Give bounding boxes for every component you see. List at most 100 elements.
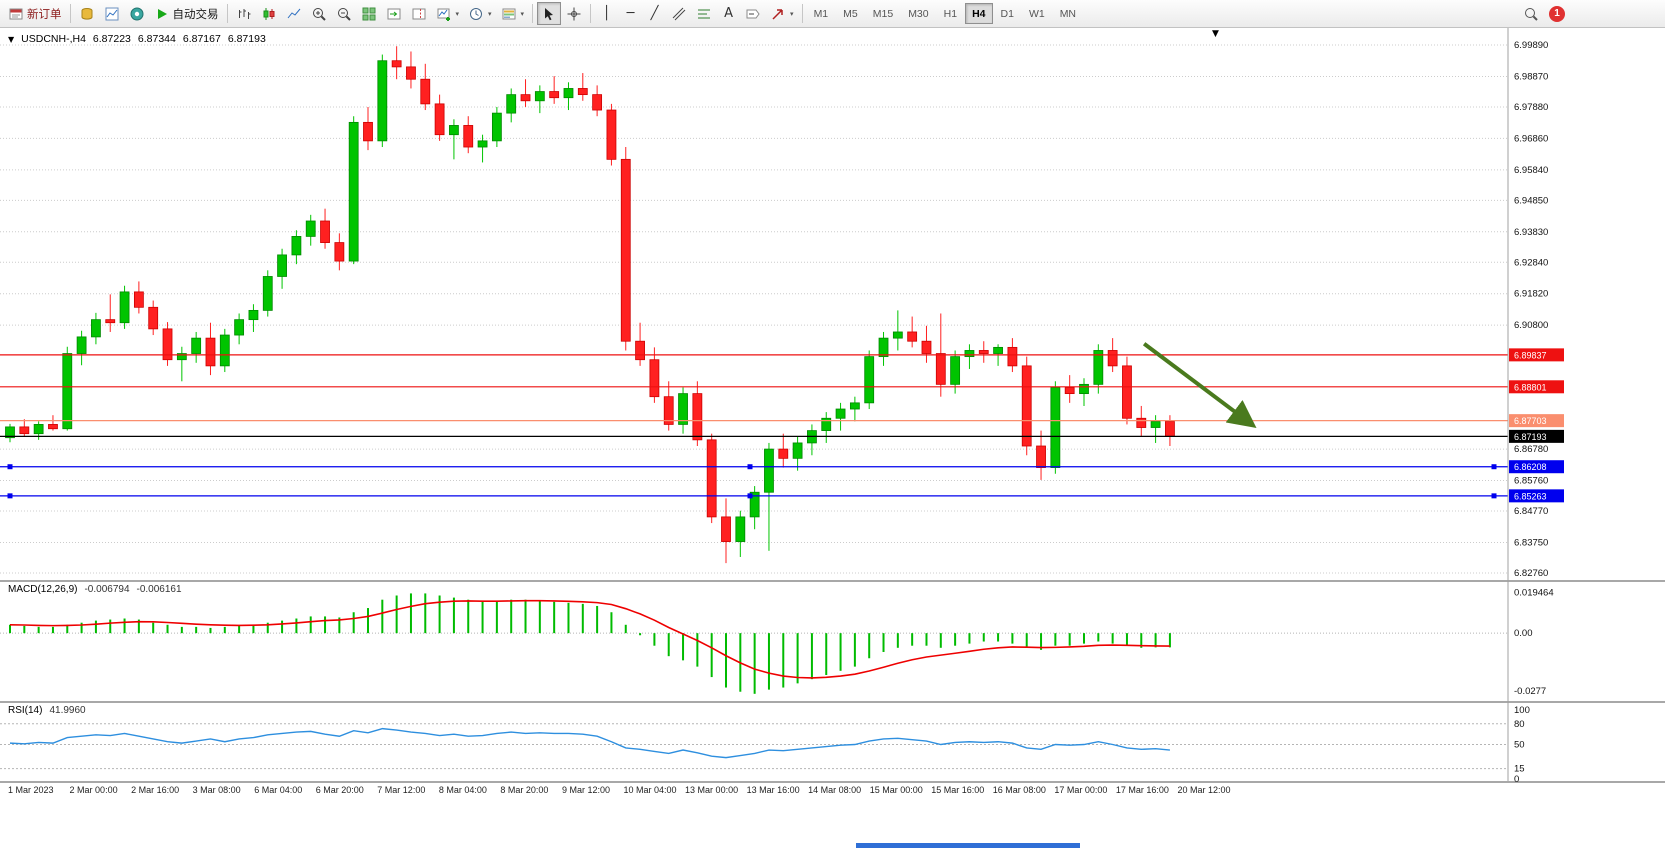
line-handle[interactable] <box>747 493 753 499</box>
line-handle[interactable] <box>7 493 13 499</box>
timeframe-h1-button[interactable]: H1 <box>937 3 964 24</box>
svg-text:6.86208: 6.86208 <box>1514 462 1547 472</box>
dropdown-caret-icon: ▾ <box>488 9 492 18</box>
svg-text:6.98870: 6.98870 <box>1514 71 1548 82</box>
candle <box>907 316 918 348</box>
trendline-button[interactable]: ╱ <box>643 2 666 25</box>
svg-text:0.00: 0.00 <box>1514 628 1533 639</box>
templates-icon <box>502 8 516 19</box>
svg-text:8 Mar 20:00: 8 Mar 20:00 <box>500 785 548 795</box>
panel-separator[interactable] <box>0 781 1665 783</box>
rsi-line <box>9 727 1170 759</box>
candlestick-chart-button[interactable] <box>257 2 281 25</box>
timeframe-w1-button[interactable]: W1 <box>1022 3 1052 24</box>
svg-text:14 Mar 08:00: 14 Mar 08:00 <box>808 785 861 795</box>
fibonacci-icon <box>698 9 711 18</box>
svg-text:6 Mar 04:00: 6 Mar 04:00 <box>254 785 302 795</box>
timeframe-m15-button[interactable]: M15 <box>866 3 900 24</box>
candle <box>864 350 875 410</box>
data-window-button[interactable] <box>100 2 124 25</box>
svg-text:20 Mar 12:00: 20 Mar 12:00 <box>1177 785 1230 795</box>
new-chart-button[interactable]: ▾ <box>432 2 464 25</box>
toolbar-separator <box>590 4 592 23</box>
dropdown-caret-icon: ▾ <box>520 9 525 18</box>
line-handle[interactable] <box>1491 493 1497 499</box>
chart-shift-marker[interactable]: ▼ <box>1212 29 1219 39</box>
candle <box>592 85 603 117</box>
main-toolbar: 新订单 自动交易 ▾ ▾ ▾ │ ─ ╱ A ▾ M1 M5 M15 M30 H… <box>0 0 1665 28</box>
candle <box>48 415 58 431</box>
new-order-button[interactable]: 新订单 <box>4 2 66 25</box>
timeframe-m30-button[interactable]: M30 <box>901 3 935 24</box>
equidistant-channel-button[interactable] <box>667 2 691 25</box>
horizontal-line-button[interactable]: ─ <box>619 2 642 25</box>
tile-windows-button[interactable] <box>357 2 381 25</box>
svg-text:6.87193: 6.87193 <box>1514 432 1547 442</box>
candle <box>1036 430 1046 480</box>
text-button[interactable]: A <box>717 2 740 25</box>
candle <box>549 76 560 104</box>
svg-text:8 Mar 04:00: 8 Mar 04:00 <box>439 785 487 795</box>
cursor-button[interactable] <box>537 2 562 25</box>
line-handle[interactable] <box>747 464 753 470</box>
timeframe-d1-button[interactable]: D1 <box>994 3 1021 24</box>
search-button[interactable] <box>1519 2 1543 25</box>
line-handle[interactable] <box>1491 464 1497 470</box>
bar-chart-button[interactable] <box>232 2 256 25</box>
auto-scroll-button[interactable] <box>382 2 406 25</box>
panel-separator[interactable] <box>0 580 1665 582</box>
chart-shift-button[interactable] <box>407 2 431 25</box>
crosshair-button[interactable] <box>562 2 586 25</box>
toolbar-separator <box>226 4 228 23</box>
candle <box>234 313 245 345</box>
navigator-button[interactable] <box>125 2 149 25</box>
candle <box>892 310 903 351</box>
line-chart-button[interactable] <box>282 2 306 25</box>
timeframe-m5-button[interactable]: M5 <box>836 3 865 24</box>
timeframe-mn-button[interactable]: MN <box>1053 3 1083 24</box>
autotrading-button[interactable]: 自动交易 <box>150 2 223 25</box>
fibonacci-button[interactable] <box>692 2 716 25</box>
svg-text:6.99890: 6.99890 <box>1514 40 1548 51</box>
text-label-button[interactable] <box>741 2 765 25</box>
low-value: 6.87167 <box>182 33 221 45</box>
zoom-out-button[interactable] <box>332 2 356 25</box>
periods-button[interactable]: ▾ <box>464 2 496 25</box>
svg-text:6.86780: 6.86780 <box>1514 444 1548 455</box>
bar-chart-icon <box>238 8 250 19</box>
candle <box>606 103 617 166</box>
one-click-trading-arrow-icon[interactable]: ▼ <box>8 34 15 44</box>
timeframe-h4-button[interactable]: H4 <box>965 3 993 24</box>
shapes-button[interactable]: ▾ <box>766 2 798 25</box>
zoom-in-button[interactable] <box>307 2 331 25</box>
candle <box>291 230 302 265</box>
candle <box>635 322 645 366</box>
chart-canvas[interactable]: 6.99890 6.98870 6.97880 6.96860 6.95840 6.948… <box>0 28 1665 800</box>
line-handle[interactable] <box>7 464 13 470</box>
templates-button[interactable]: ▾ <box>497 2 529 25</box>
autotrading-label: 自动交易 <box>172 8 219 21</box>
toolbar-right-group: 1 <box>1519 2 1565 25</box>
price-tag <box>1509 489 1564 503</box>
candle <box>348 116 359 265</box>
candle <box>921 325 932 363</box>
svg-text:13 Mar 00:00: 13 Mar 00:00 <box>685 785 738 795</box>
panel-separator[interactable] <box>0 701 1665 703</box>
candle <box>391 46 402 80</box>
vertical-line-button[interactable]: │ <box>595 2 618 25</box>
rsi-value: 41.9960 <box>49 705 86 716</box>
candle <box>563 82 574 111</box>
svg-text:-0.0277: -0.0277 <box>1514 686 1546 697</box>
annotation-arrow[interactable] <box>1142 342 1257 429</box>
svg-text:17 Mar 16:00: 17 Mar 16:00 <box>1116 785 1169 795</box>
svg-text:2 Mar 00:00: 2 Mar 00:00 <box>70 785 118 795</box>
candle <box>148 300 159 336</box>
candle <box>721 498 731 564</box>
toolbar-separator <box>69 4 71 23</box>
svg-text:6.85263: 6.85263 <box>1514 491 1547 501</box>
candle <box>363 106 373 151</box>
notification-badge[interactable]: 1 <box>1549 5 1565 22</box>
svg-text:2 Mar 16:00: 2 Mar 16:00 <box>131 785 179 795</box>
market-watch-button[interactable] <box>75 2 99 25</box>
timeframe-m1-button[interactable]: M1 <box>807 3 836 24</box>
